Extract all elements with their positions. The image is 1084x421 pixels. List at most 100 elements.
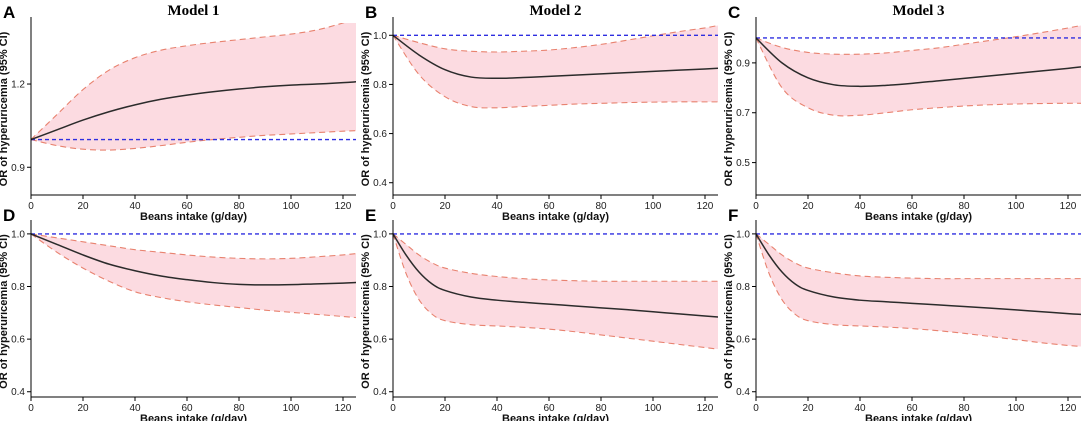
- y-tick-label-d-0.8: 0.8: [11, 282, 25, 293]
- y-tick-label-a-1.2: 1.2: [11, 80, 25, 91]
- x-tick-label-d-120: 120: [335, 403, 352, 414]
- x-tick-label-c-20: 20: [802, 201, 814, 212]
- ci-lower-line-f: [756, 233, 1081, 348]
- ci-upper-line-c: [756, 24, 1081, 55]
- x-tick-label-a-60: 60: [181, 201, 193, 212]
- x-tick-label-a-0: 0: [28, 201, 34, 212]
- x-tick-label-c-0: 0: [753, 201, 759, 212]
- ci-band-b: [393, 25, 718, 108]
- y-axis-label-a: OR of hyperuricemia (95% CI): [0, 31, 10, 186]
- x-tick-label-a-80: 80: [233, 201, 245, 212]
- panel-letter-b: B: [365, 3, 377, 22]
- y-tick-label-f-0.8: 0.8: [736, 282, 750, 293]
- x-tick-label-e-120: 120: [697, 403, 714, 414]
- x-tick-label-f-0: 0: [753, 403, 759, 414]
- y-axis-label-f: OR of hyperuricemia (95% CI): [723, 234, 735, 389]
- x-tick-label-d-40: 40: [129, 403, 141, 414]
- ci-lower-line-d: [31, 233, 356, 319]
- x-tick-label-e-100: 100: [645, 403, 662, 414]
- y-axis-label-b: OR of hyperuricemia (95% CI): [360, 31, 372, 186]
- panel-d: 0 20 40 60 80 100 120 0.4 0.6 0.8 1.0 Beans intake …: [0, 206, 356, 421]
- x-tick-label-b-100: 100: [645, 201, 662, 212]
- panel-b: 0 20 40 60 80 100 120 0.4 0.6 0.8 1.0 Beans intake …: [360, 3, 718, 223]
- x-tick-label-e-40: 40: [491, 403, 503, 414]
- ci-band-f: [756, 233, 1081, 347]
- panel-letter-e: E: [365, 206, 376, 225]
- y-tick-label-d-0.6: 0.6: [11, 335, 25, 346]
- or-curve-a: [31, 81, 356, 141]
- y-axis-label-e: OR of hyperuricemia (95% CI): [360, 234, 372, 389]
- y-tick-label-e-0.4: 0.4: [373, 387, 387, 398]
- x-tick-label-d-80: 80: [233, 403, 245, 414]
- panel-letter-f: F: [728, 206, 738, 225]
- ci-band-c: [756, 25, 1081, 116]
- plot-area-f: [756, 233, 1081, 348]
- x-tick-label-a-120: 120: [335, 201, 352, 212]
- x-axis-label-b: Beans intake (g/day): [502, 211, 609, 223]
- x-axis-label-e: Beans intake (g/day): [502, 413, 609, 421]
- ci-band-d: [31, 233, 356, 318]
- ci-lower-line-e: [393, 233, 718, 350]
- x-tick-label-a-100: 100: [283, 201, 300, 212]
- x-tick-label-f-60: 60: [906, 403, 918, 414]
- x-tick-label-b-120: 120: [697, 201, 714, 212]
- or-curve-b: [393, 34, 718, 80]
- or-curve-c: [756, 37, 1081, 88]
- or-curve-f: [756, 233, 1081, 316]
- x-tick-label-b-60: 60: [543, 201, 555, 212]
- x-tick-label-d-20: 20: [77, 403, 89, 414]
- ci-upper-line-b: [393, 24, 718, 53]
- x-tick-label-d-100: 100: [283, 403, 300, 414]
- x-tick-label-d-0: 0: [28, 403, 34, 414]
- y-tick-label-c-0.9: 0.9: [736, 58, 750, 69]
- x-tick-label-a-20: 20: [77, 201, 89, 212]
- x-tick-label-e-60: 60: [543, 403, 555, 414]
- x-tick-label-f-80: 80: [958, 403, 970, 414]
- y-tick-label-c-0.5: 0.5: [736, 158, 750, 169]
- y-tick-label-f-0.6: 0.6: [736, 335, 750, 346]
- ci-lower-line-b: [393, 34, 718, 109]
- x-tick-label-c-120: 120: [1060, 201, 1077, 212]
- x-tick-label-f-40: 40: [854, 403, 866, 414]
- ci-band-a: [31, 23, 356, 151]
- panel-a: 0 20 40 60 80 100 120 0.9 1.2 Beans intake (g/day…: [0, 3, 356, 223]
- x-tick-label-e-0: 0: [390, 403, 396, 414]
- ci-upper-line-d: [31, 233, 356, 260]
- ci-upper-line-e: [393, 233, 718, 282]
- ci-upper-line-a: [31, 23, 345, 140]
- ci-upper-line-f: [756, 233, 1081, 280]
- x-tick-label-b-40: 40: [491, 201, 503, 212]
- y-tick-label-b-1.0: 1.0: [373, 31, 387, 42]
- x-tick-label-f-100: 100: [1008, 403, 1025, 414]
- x-tick-label-f-20: 20: [802, 403, 814, 414]
- y-tick-label-f-0.4: 0.4: [736, 387, 750, 398]
- y-tick-label-b-0.8: 0.8: [373, 80, 387, 91]
- plot-area-a: [31, 23, 356, 151]
- y-tick-label-b-0.6: 0.6: [373, 129, 387, 140]
- panel-c: 0 20 40 60 80 100 120 0.5 0.7 0.9 Beans intake (g/…: [723, 3, 1081, 223]
- x-tick-label-a-40: 40: [129, 201, 141, 212]
- y-tick-label-a-0.9: 0.9: [11, 163, 25, 174]
- x-tick-label-d-60: 60: [181, 403, 193, 414]
- y-tick-label-e-0.8: 0.8: [373, 282, 387, 293]
- panel-letter-d: D: [3, 206, 15, 225]
- plot-area-d: [31, 233, 356, 319]
- x-tick-label-c-40: 40: [854, 201, 866, 212]
- x-tick-label-f-120: 120: [1060, 403, 1077, 414]
- panel-letter-c: C: [728, 3, 740, 22]
- x-tick-label-e-20: 20: [439, 403, 451, 414]
- panel-e: 0 20 40 60 80 100 120 0.4 0.6 0.8 1.0 Beans intake …: [360, 206, 718, 421]
- plot-area-c: [756, 24, 1081, 117]
- or-curve-d: [31, 233, 356, 286]
- y-tick-label-b-0.4: 0.4: [373, 178, 387, 189]
- x-tick-label-b-20: 20: [439, 201, 451, 212]
- plot-area-e: [393, 233, 718, 350]
- y-tick-label-e-0.6: 0.6: [373, 335, 387, 346]
- y-axis-label-c: OR of hyperuricemia (95% CI): [723, 31, 735, 186]
- y-tick-label-d-0.4: 0.4: [11, 387, 25, 398]
- panel-f: 0 20 40 60 80 100 120 0.4 0.6 0.8 1.0 Beans intake …: [723, 206, 1081, 421]
- ci-band-e: [393, 233, 718, 350]
- panel-letter-a: A: [3, 3, 15, 22]
- x-tick-label-b-80: 80: [595, 201, 607, 212]
